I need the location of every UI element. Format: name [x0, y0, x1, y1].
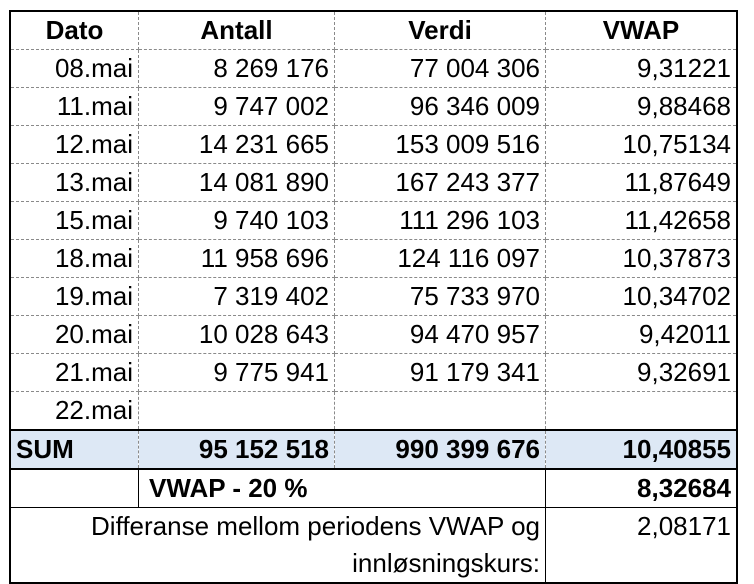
cell-antall[interactable]: 9 775 941 — [138, 353, 335, 392]
cell-vwap[interactable]: 10,37873 — [545, 239, 738, 278]
cell-dato[interactable]: 21.mai — [9, 353, 139, 392]
cell-antall[interactable]: 9 747 002 — [138, 87, 335, 126]
cell-antall[interactable]: 10 028 643 — [138, 315, 335, 354]
difference-row: Differanse mellom periodens VWAP og 2,081… — [9, 507, 738, 545]
table-row: 15.mai 9 740 103 111 296 103 11,42658 — [9, 201, 738, 240]
cell-verdi[interactable]: 91 179 341 — [334, 353, 546, 392]
cell-dato[interactable]: 22.mai — [9, 391, 139, 431]
cell-vwap[interactable]: 11,87649 — [545, 163, 738, 202]
cell-vwap[interactable]: 9,88468 — [545, 87, 738, 126]
table-row: 22.mai — [9, 391, 738, 431]
cell-vwap[interactable]: 9,32691 — [545, 353, 738, 392]
cell-dato[interactable]: 13.mai — [9, 163, 139, 202]
cell-verdi[interactable] — [334, 391, 546, 431]
cell-verdi[interactable]: 77 004 306 — [334, 49, 546, 88]
header-vwap[interactable]: VWAP — [545, 10, 738, 50]
cell-vwap[interactable]: 9,42011 — [545, 315, 738, 354]
cell-dato[interactable]: 11.mai — [9, 87, 139, 126]
cell-vwap[interactable]: 11,42658 — [545, 201, 738, 240]
table-row: 13.mai 14 081 890 167 243 377 11,87649 — [9, 163, 738, 202]
header-verdi[interactable]: Verdi — [334, 10, 546, 50]
table-row: 11.mai 9 747 002 96 346 009 9,88468 — [9, 87, 738, 126]
cell-verdi[interactable]: 96 346 009 — [334, 87, 546, 126]
cell-verdi[interactable]: 124 116 097 — [334, 239, 546, 278]
cell-antall[interactable]: 14 081 890 — [138, 163, 335, 202]
cell-verdi[interactable]: 111 296 103 — [334, 201, 546, 240]
cell-vwap[interactable]: 10,34702 — [545, 277, 738, 316]
cell-verdi[interactable]: 94 470 957 — [334, 315, 546, 354]
table-row: 08.mai 8 269 176 77 004 306 9,31221 — [9, 49, 738, 88]
vwap-table: Dato Antall Verdi VWAP 08.mai 8 269 176 77… — [9, 10, 738, 584]
cell-verdi[interactable]: 167 243 377 — [334, 163, 546, 202]
cell-dato[interactable]: 19.mai — [9, 277, 139, 316]
table-row: 20.mai 10 028 643 94 470 957 9,42011 — [9, 315, 738, 354]
cell-antall[interactable]: 8 269 176 — [138, 49, 335, 88]
cell-verdi[interactable]: 153 009 516 — [334, 125, 546, 164]
sum-row: SUM 95 152 518 990 399 676 10,40855 — [9, 429, 738, 470]
cell-dato[interactable]: 12.mai — [9, 125, 139, 164]
difference-value[interactable]: 2,08171 — [545, 507, 738, 545]
cell-antall[interactable] — [138, 391, 335, 431]
table-row: 21.mai 9 775 941 91 179 341 9,32691 — [9, 353, 738, 392]
cell-vwap[interactable]: 10,75134 — [545, 125, 738, 164]
difference-label-line2[interactable]: innløsningskurs: — [9, 545, 546, 584]
sum-label[interactable]: SUM — [9, 429, 139, 470]
sum-antall[interactable]: 95 152 518 — [138, 429, 335, 470]
empty-cell[interactable] — [9, 468, 139, 508]
header-row: Dato Antall Verdi VWAP — [9, 10, 738, 50]
cell-verdi[interactable]: 75 733 970 — [334, 277, 546, 316]
cell-vwap[interactable]: 9,31221 — [545, 49, 738, 88]
table-row: 19.mai 7 319 402 75 733 970 10,34702 — [9, 277, 738, 316]
cell-dato[interactable]: 20.mai — [9, 315, 139, 354]
vwap-minus-20-row: VWAP - 20 % 8,32684 — [9, 468, 738, 508]
sum-vwap[interactable]: 10,40855 — [545, 429, 738, 470]
cell-antall[interactable]: 14 231 665 — [138, 125, 335, 164]
empty-cell[interactable] — [545, 545, 738, 584]
vwap-minus-20-value[interactable]: 8,32684 — [545, 468, 738, 508]
cell-dato[interactable]: 18.mai — [9, 239, 139, 278]
header-dato[interactable]: Dato — [9, 10, 139, 50]
cell-antall[interactable]: 7 319 402 — [138, 277, 335, 316]
cell-vwap[interactable] — [545, 391, 738, 431]
table-row: 12.mai 14 231 665 153 009 516 10,75134 — [9, 125, 738, 164]
cell-dato[interactable]: 15.mai — [9, 201, 139, 240]
sum-verdi[interactable]: 990 399 676 — [334, 429, 546, 470]
cell-antall[interactable]: 9 740 103 — [138, 201, 335, 240]
table-row: 18.mai 11 958 696 124 116 097 10,37873 — [9, 239, 738, 278]
difference-label-line1[interactable]: Differanse mellom periodens VWAP og — [9, 507, 546, 545]
vwap-minus-20-label[interactable]: VWAP - 20 % — [138, 468, 546, 508]
cell-antall[interactable]: 11 958 696 — [138, 239, 335, 278]
cell-dato[interactable]: 08.mai — [9, 49, 139, 88]
difference-row-continued: innløsningskurs: — [9, 545, 738, 584]
header-antall[interactable]: Antall — [138, 10, 335, 50]
